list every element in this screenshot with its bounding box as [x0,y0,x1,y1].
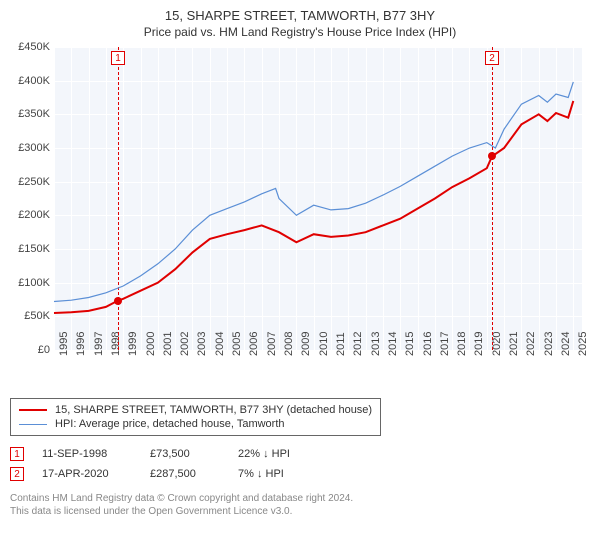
footer-line2: This data is licensed under the Open Gov… [10,505,590,518]
price-chart: £0£50K£100K£150K£200K£250K£300K£350K£400… [10,45,590,390]
sale-point [114,297,122,305]
legend-label: HPI: Average price, detached house, Tamw… [55,418,285,430]
event-date: 11-SEP-1998 [42,448,132,460]
event-date: 17-APR-2020 [42,468,132,480]
legend: 15, SHARPE STREET, TAMWORTH, B77 3HY (de… [10,398,381,436]
legend-row: 15, SHARPE STREET, TAMWORTH, B77 3HY (de… [19,403,372,417]
event-delta: 22% ↓ HPI [238,448,298,460]
page-title: 15, SHARPE STREET, TAMWORTH, B77 3HY [10,8,590,23]
event-row: 2 17-APR-2020 £287,500 7% ↓ HPI [10,464,590,484]
legend-swatch [19,424,47,425]
series-hpi [54,82,573,302]
event-row-marker: 1 [10,447,24,461]
event-row: 1 11-SEP-1998 £73,500 22% ↓ HPI [10,444,590,464]
legend-label: 15, SHARPE STREET, TAMWORTH, B77 3HY (de… [55,404,372,416]
event-delta: 7% ↓ HPI [238,468,298,480]
event-price: £73,500 [150,448,220,460]
page-subtitle: Price paid vs. HM Land Registry's House … [10,25,590,39]
event-price: £287,500 [150,468,220,480]
sale-point [488,152,496,160]
event-row-marker: 2 [10,467,24,481]
event-table: 1 11-SEP-1998 £73,500 22% ↓ HPI 2 17-APR-2020… [10,444,590,484]
legend-row: HPI: Average price, detached house, Tamw… [19,417,372,431]
footer-attribution: Contains HM Land Registry data © Crown c… [10,492,590,518]
legend-swatch [19,409,47,411]
footer-line1: Contains HM Land Registry data © Crown c… [10,492,590,505]
chart-lines [10,45,590,390]
